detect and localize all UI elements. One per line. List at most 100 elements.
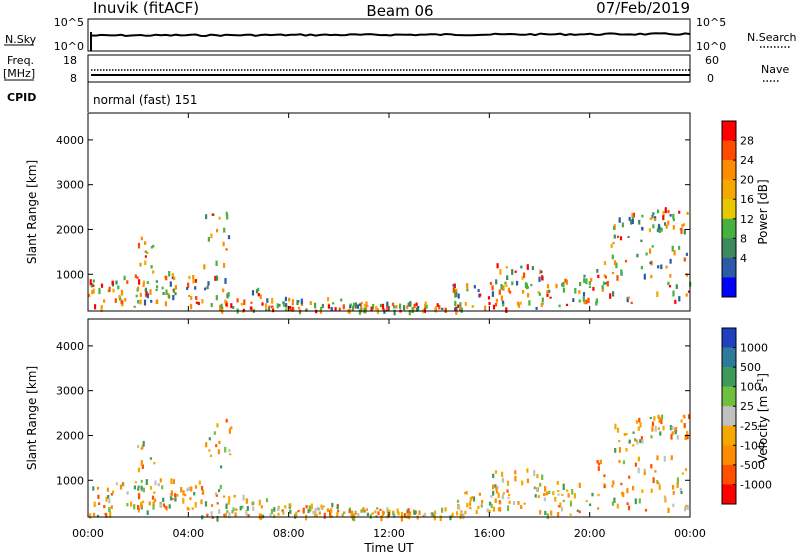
velocity-colorbar-tick-label: 25 bbox=[740, 400, 754, 413]
power-cell bbox=[145, 291, 148, 297]
velocity-cell bbox=[578, 510, 581, 514]
power-cell bbox=[505, 266, 508, 269]
x-tick-label: 08:00 bbox=[273, 527, 305, 540]
velocity-cell bbox=[557, 493, 560, 496]
velocity-cell bbox=[206, 513, 209, 517]
velocity-cell bbox=[239, 506, 242, 511]
velocity-cell bbox=[353, 515, 356, 522]
power-cell bbox=[413, 303, 416, 308]
power-cell bbox=[685, 252, 688, 256]
power-cell bbox=[356, 304, 360, 309]
power-cell bbox=[631, 216, 634, 222]
power-cell bbox=[285, 308, 288, 311]
velocity-cell bbox=[98, 502, 101, 505]
velocity-cell bbox=[671, 425, 674, 430]
velocity-cell bbox=[514, 470, 517, 475]
velocity-cell bbox=[190, 486, 193, 492]
velocity-cell bbox=[252, 501, 255, 505]
power-cell bbox=[214, 275, 217, 281]
velocity-cell bbox=[569, 500, 572, 503]
power-cell bbox=[624, 259, 628, 263]
velocity-cell bbox=[492, 473, 495, 479]
velocity-cell bbox=[517, 501, 520, 505]
power-cell bbox=[592, 286, 595, 291]
power-cell bbox=[332, 302, 335, 305]
power-cell bbox=[309, 301, 312, 305]
velocity-cell bbox=[343, 511, 346, 515]
power-cell bbox=[137, 286, 140, 290]
power-heatmap bbox=[88, 207, 692, 316]
power-cell bbox=[155, 289, 158, 292]
velocity-cell bbox=[634, 438, 637, 442]
power-cell bbox=[687, 290, 691, 293]
power-cell bbox=[452, 284, 455, 287]
power-colorbar-segment bbox=[722, 160, 736, 180]
velocity-cell bbox=[193, 492, 196, 496]
velocity-colorbar-segment bbox=[722, 328, 736, 348]
velocity-cell bbox=[418, 510, 421, 515]
velocity-colorbar-label-main: Velocity [m s bbox=[756, 386, 770, 463]
velocity-cell bbox=[277, 507, 280, 511]
freq-label: Freq. bbox=[7, 54, 34, 67]
velocity-cell bbox=[226, 510, 229, 513]
power-cell bbox=[457, 293, 460, 299]
power-cell bbox=[169, 281, 172, 287]
power-cell bbox=[685, 273, 689, 277]
power-cell bbox=[251, 290, 255, 296]
velocity-cell bbox=[466, 502, 469, 508]
power-cell bbox=[139, 292, 142, 297]
velocity-cell bbox=[110, 493, 113, 496]
velocity-cell bbox=[618, 459, 621, 463]
velocity-cell bbox=[323, 512, 326, 519]
velocity-cell bbox=[506, 489, 509, 493]
power-cell bbox=[223, 227, 226, 233]
velocity-cell bbox=[643, 468, 646, 472]
power-colorbar-segment bbox=[722, 257, 736, 278]
velocity-cell bbox=[180, 487, 183, 493]
power-cell bbox=[535, 307, 538, 310]
velocity-cell bbox=[351, 513, 354, 517]
velocity-cell bbox=[93, 501, 96, 507]
power-cell bbox=[595, 298, 598, 304]
velocity-cell bbox=[439, 515, 442, 522]
power-cell bbox=[98, 288, 101, 295]
power-cell bbox=[538, 276, 541, 282]
velocity-cell bbox=[597, 466, 600, 471]
power-cell bbox=[207, 237, 210, 242]
power-cell bbox=[522, 289, 525, 294]
velocity-cell bbox=[194, 502, 197, 508]
velocity-cell bbox=[512, 501, 516, 505]
velocity-cell bbox=[252, 506, 255, 511]
power-y-ticks: 1000 2000 3000 4000 bbox=[56, 134, 690, 281]
power-cell bbox=[612, 272, 615, 275]
power-cell bbox=[386, 304, 389, 309]
velocity-cell bbox=[186, 506, 189, 511]
power-cell bbox=[168, 271, 171, 277]
velocity-cell bbox=[671, 485, 675, 490]
power-cell bbox=[541, 297, 544, 303]
power-cell bbox=[137, 300, 140, 304]
power-cell bbox=[288, 297, 291, 302]
power-cell bbox=[527, 293, 530, 298]
velocity-cell bbox=[228, 496, 231, 502]
power-cell bbox=[156, 299, 159, 304]
velocity-cell bbox=[229, 453, 232, 456]
power-cell bbox=[525, 283, 528, 290]
power-cell bbox=[194, 286, 197, 290]
velocity-cell bbox=[481, 500, 484, 504]
velocity-cell bbox=[170, 490, 173, 496]
velocity-cell bbox=[216, 502, 219, 505]
power-cell bbox=[370, 306, 373, 312]
power-cell bbox=[628, 216, 631, 221]
velocity-cell bbox=[115, 482, 118, 486]
power-cell bbox=[204, 287, 207, 291]
power-cell bbox=[658, 227, 661, 233]
power-cell bbox=[144, 260, 147, 266]
velocity-cell bbox=[265, 498, 269, 503]
power-cell bbox=[365, 301, 368, 306]
power-cell bbox=[195, 301, 198, 304]
velocity-cell bbox=[348, 509, 351, 514]
velocity-cell bbox=[533, 486, 536, 490]
x-axis: 00:00 04:00 08:00 12:00 16:00 20:00 00:00 bbox=[72, 113, 706, 540]
nsky-right-tick-top: 10^5 bbox=[696, 16, 726, 29]
